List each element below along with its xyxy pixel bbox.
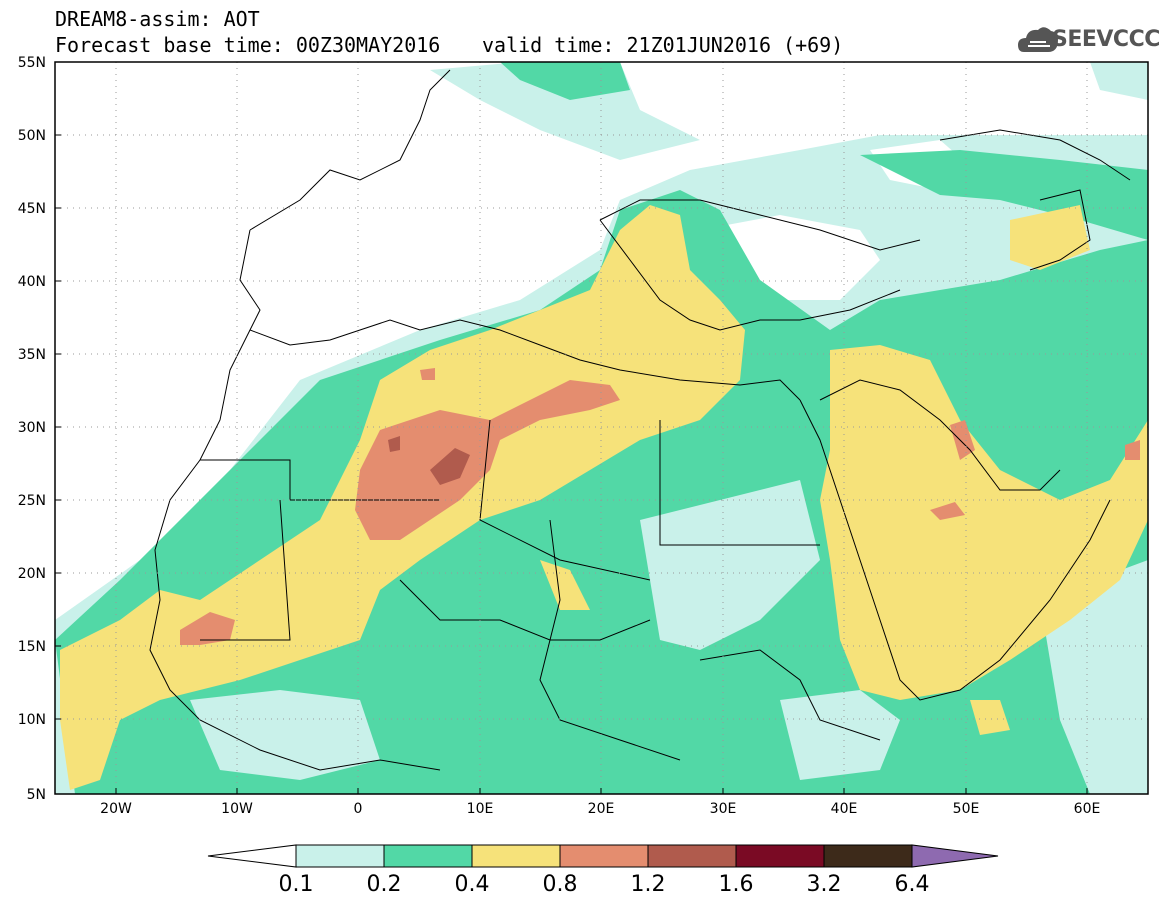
forecast-base-time: Forecast base time: 00Z30MAY2016 <box>55 33 441 57</box>
colorbar-label: 0.8 <box>543 872 578 897</box>
lat-label: 30N <box>18 420 46 436</box>
colorbar-swatch <box>823 844 913 868</box>
logo-text: SEEVCCC <box>1052 27 1160 52</box>
colorbar-swatch <box>471 844 561 868</box>
colorbar-label: 6.4 <box>895 872 930 897</box>
lon-labels: 20W 10W 0 10E 20E 30E 40E 50E 60E <box>100 801 1100 817</box>
colorbar-low-arrow <box>207 844 297 868</box>
colorbar-label: 3.2 <box>807 872 842 897</box>
lat-label: 20N <box>18 566 46 582</box>
colorbar-label: 1.6 <box>719 872 754 897</box>
colorbar-swatch <box>295 844 385 868</box>
lon-label: 10E <box>467 801 494 817</box>
graticule <box>55 62 1148 794</box>
colorbar-swatch <box>735 844 825 868</box>
colorbar-label: 1.2 <box>631 872 666 897</box>
valid-time: valid time: 21Z01JUN2016 (+69) <box>482 33 844 57</box>
colorbar-label: 0.1 <box>279 872 314 897</box>
lat-label: 40N <box>18 274 46 290</box>
colorbar-label: 0.4 <box>455 872 490 897</box>
colorbar-label: 0.2 <box>367 872 402 897</box>
lat-label: 25N <box>18 493 46 509</box>
lon-label: 0 <box>354 801 363 817</box>
colorbar-high-arrow <box>911 844 999 868</box>
lat-label: 50N <box>18 128 46 144</box>
lat-label: 55N <box>18 55 46 71</box>
lat-label: 5N <box>27 787 46 803</box>
lat-labels: 55N 50N 45N 40N 35N 30N 25N 20N 15N 10N … <box>18 55 46 803</box>
lat-label: 15N <box>18 639 46 655</box>
map-title: DREAM8-assim: AOT <box>55 7 260 31</box>
colorbar-labels: 0.1 0.2 0.4 0.8 1.2 1.6 3.2 6.4 <box>279 872 930 897</box>
lon-label: 40E <box>831 801 858 817</box>
lat-label: 35N <box>18 347 46 363</box>
ticks <box>55 61 1088 795</box>
lon-label: 10W <box>221 801 253 817</box>
lon-label: 60E <box>1074 801 1101 817</box>
aot-band-1-2 <box>388 436 470 485</box>
colorbar-swatch <box>383 844 473 868</box>
lon-label: 30E <box>710 801 737 817</box>
lon-label: 20E <box>588 801 615 817</box>
coastlines <box>149 69 1131 771</box>
colorbar <box>207 844 999 868</box>
lat-label: 10N <box>18 712 46 728</box>
cloud-icon <box>1018 27 1058 52</box>
colorbar-swatch <box>647 844 737 868</box>
lon-label: 20W <box>100 801 132 817</box>
lon-label: 50E <box>953 801 980 817</box>
colorbar-swatch <box>559 844 649 868</box>
lat-label: 45N <box>18 201 46 217</box>
